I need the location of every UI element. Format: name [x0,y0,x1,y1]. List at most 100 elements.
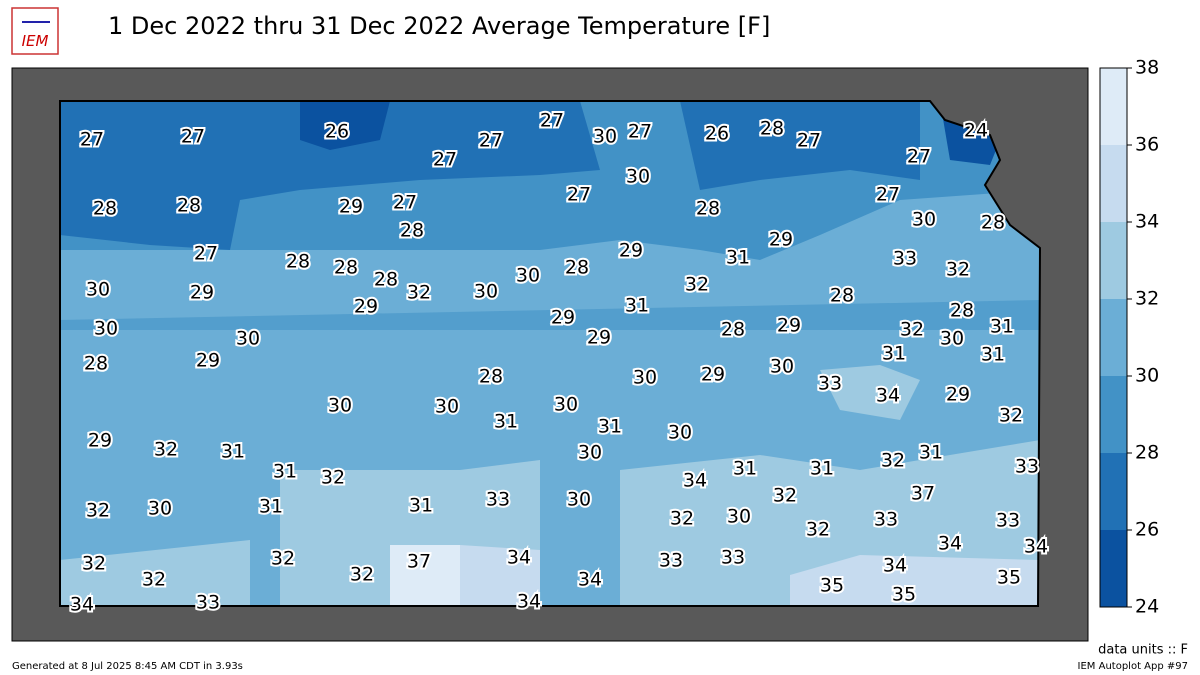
station-value: 33 [818,373,842,395]
station-value: 26 [705,123,729,145]
station-value: 30 [516,265,540,287]
station-value: 28 [177,195,201,217]
station-value: 35 [820,575,844,597]
station-value: 27 [393,192,417,214]
colorbar-label: 38 [1135,57,1159,79]
colorbar-band [1100,145,1127,222]
station-value: 32 [154,439,178,461]
colorbar: 24 26 28 30 32 34 36 38 [1099,57,1159,618]
station-value: 31 [625,295,649,317]
station-value: 33 [196,592,220,614]
colorbar-label: 32 [1135,288,1159,310]
title: 1 Dec 2022 thru 31 Dec 2022 Average Temp… [108,12,770,40]
station-value: 29 [190,282,214,304]
colorbar-label: 36 [1135,134,1159,156]
footer-app: IEM Autoplot App #97 [1078,661,1188,672]
station-value: 31 [494,411,518,433]
station-value: 37 [911,483,935,505]
station-value: 27 [567,184,591,206]
station-value: 26 [325,121,349,143]
station-value: 34 [938,533,962,555]
station-value: 24 [964,120,988,142]
station-value: 30 [626,166,650,188]
station-value: 28 [950,300,974,322]
state [60,101,1040,606]
station-value: 33 [486,489,510,511]
station-value: 28 [400,220,424,242]
station-value: 30 [727,506,751,528]
station-value: 27 [181,126,205,148]
colorbar-band [1100,68,1127,145]
colorbar-label: 26 [1135,519,1159,541]
station-value: 27 [628,121,652,143]
station-value: 30 [668,422,692,444]
station-value: 32 [86,500,110,522]
station-value: 28 [830,285,854,307]
station-value: 28 [93,198,117,220]
station-value: 29 [946,384,970,406]
station-value: 30 [86,279,110,301]
colorbar-band [1100,299,1127,376]
station-value: 32 [806,519,830,541]
station-value: 27 [479,130,503,152]
station-value: 28 [374,269,398,291]
station-value: 34 [70,594,94,616]
station-value: 28 [696,198,720,220]
station-value: 27 [876,184,900,206]
station-value: 34 [876,385,900,407]
station-value: 31 [810,458,834,480]
station-value: 29 [587,327,611,349]
units: data units :: F [1098,643,1188,658]
station-value: 28 [479,366,503,388]
colorbar-frame [1099,67,1128,608]
station-value: 30 [474,281,498,303]
station-value: 30 [578,442,602,464]
station-value: 32 [900,319,924,341]
station-value: 34 [683,470,707,492]
station-value: 29 [777,315,801,337]
station-value: 32 [142,569,166,591]
station-value: 29 [769,229,793,251]
colorbar-band [1100,376,1127,453]
logo: IEM [11,7,59,55]
station-value: 27 [797,130,821,152]
station-value: 28 [84,353,108,375]
station-value: 29 [339,196,363,218]
station-value: 30 [567,489,591,511]
station-value: 30 [940,328,964,350]
station-value: 28 [981,212,1005,234]
station-value: 30 [148,498,172,520]
station-value: 31 [259,496,283,518]
station-value: 29 [88,430,112,452]
station-value: 31 [733,458,757,480]
logo-text: IEM [22,32,49,50]
station-value: 27 [194,243,218,265]
station-value: 27 [540,110,564,132]
station-value: 31 [882,343,906,365]
station-value: 33 [659,550,683,572]
colorbar-label: 34 [1135,211,1159,233]
footer-generated: Generated at 8 Jul 2025 8:45 AM CDT in 3… [12,661,243,672]
station-value: 32 [321,467,345,489]
station-value: 30 [435,396,459,418]
station-value: 32 [685,274,709,296]
colorbar-band [1100,222,1127,299]
station-value: 31 [990,316,1014,338]
station-value: 33 [893,248,917,270]
colorbar-label: 30 [1135,365,1159,387]
station-value: 34 [578,569,602,591]
station-value: 28 [286,251,310,273]
station-value: 28 [565,257,589,279]
station-value: 35 [997,567,1021,589]
station-value: 34 [1024,536,1048,558]
station-value: 29 [551,307,575,329]
station-value: 31 [726,247,750,269]
station-value: 32 [881,450,905,472]
colorbar-band [1100,530,1127,607]
station-value: 31 [273,461,297,483]
station-value: 37 [407,551,431,573]
station-value: 35 [892,584,916,606]
station-value: 30 [633,367,657,389]
station-value: 27 [907,146,931,168]
